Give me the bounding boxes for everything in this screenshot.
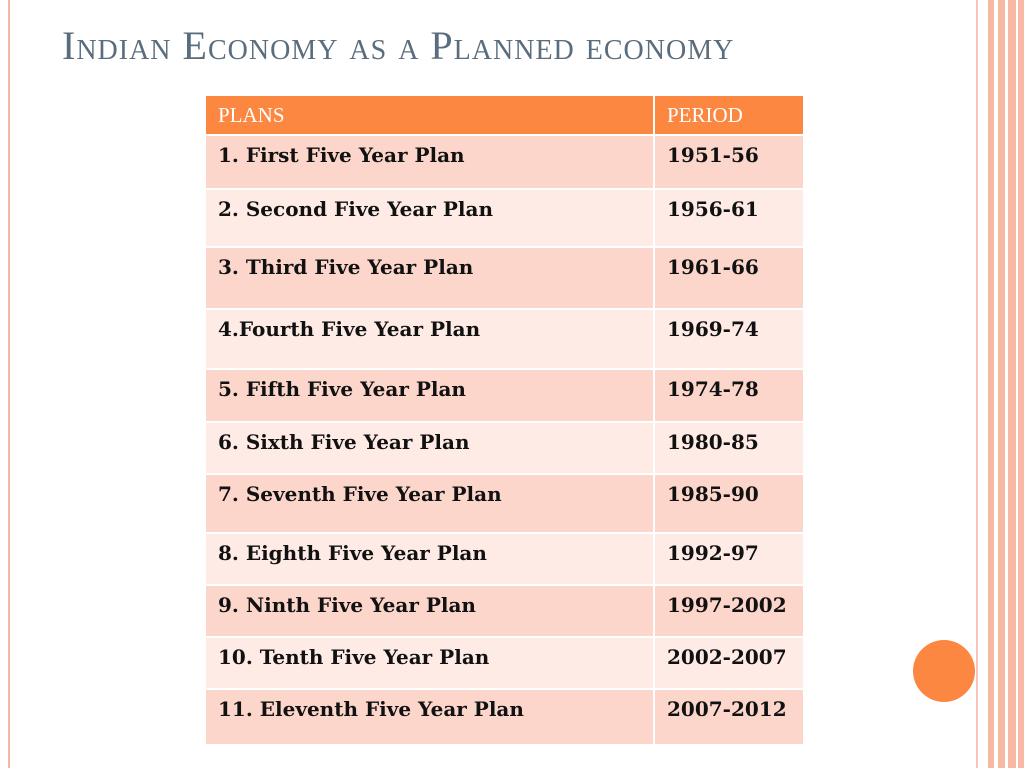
period-cell: 1969-74 xyxy=(655,310,803,368)
orange-circle-decoration xyxy=(913,640,975,702)
table-row: 7. Seventh Five Year Plan 1985-90 xyxy=(206,475,803,532)
plan-cell: 6. Sixth Five Year Plan xyxy=(206,423,653,473)
period-cell: 1951-56 xyxy=(655,136,803,188)
period-cell: 1985-90 xyxy=(655,475,803,532)
table-row: 5. Fifth Five Year Plan 1974-78 xyxy=(206,370,803,421)
plan-cell: 7. Seventh Five Year Plan xyxy=(206,475,653,532)
plan-cell: 10. Tenth Five Year Plan xyxy=(206,638,653,688)
decorative-stripe xyxy=(1008,0,1016,768)
decorative-stripe xyxy=(976,0,978,768)
table-row: 8. Eighth Five Year Plan 1992-97 xyxy=(206,534,803,584)
left-border-line xyxy=(8,0,10,768)
plan-cell: 11. Eleventh Five Year Plan xyxy=(206,690,653,744)
table-header-row: PLANS PERIOD xyxy=(206,96,803,134)
table-row: 9. Ninth Five Year Plan 1997-2002 xyxy=(206,586,803,636)
plan-cell: 4.Fourth Five Year Plan xyxy=(206,310,653,368)
period-cell: 2007-2012 xyxy=(655,690,803,744)
table-row: 10. Tenth Five Year Plan 2002-2007 xyxy=(206,638,803,688)
plan-cell: 9. Ninth Five Year Plan xyxy=(206,586,653,636)
table-row: 3. Third Five Year Plan 1961-66 xyxy=(206,248,803,308)
period-cell: 1992-97 xyxy=(655,534,803,584)
decorative-stripe xyxy=(988,0,994,768)
plan-cell: 2. Second Five Year Plan xyxy=(206,190,653,246)
period-cell: 1974-78 xyxy=(655,370,803,421)
plan-cell: 3. Third Five Year Plan xyxy=(206,248,653,308)
period-cell: 1956-61 xyxy=(655,190,803,246)
slide-title: Indian Economy as a Planned economy xyxy=(62,23,735,68)
period-cell: 1980-85 xyxy=(655,423,803,473)
period-cell: 1997-2002 xyxy=(655,586,803,636)
table-row: 1. First Five Year Plan 1951-56 xyxy=(206,136,803,188)
header-plans: PLANS xyxy=(206,96,653,134)
plan-cell: 1. First Five Year Plan xyxy=(206,136,653,188)
table-row: 11. Eleventh Five Year Plan 2007-2012 xyxy=(206,690,803,744)
plan-cell: 8. Eighth Five Year Plan xyxy=(206,534,653,584)
table-row: 2. Second Five Year Plan 1956-61 xyxy=(206,190,803,246)
decorative-stripe xyxy=(998,0,1005,768)
plans-table: PLANS PERIOD 1. First Five Year Plan 195… xyxy=(204,94,805,746)
plan-cell: 5. Fifth Five Year Plan xyxy=(206,370,653,421)
header-period: PERIOD xyxy=(655,96,803,134)
period-cell: 1961-66 xyxy=(655,248,803,308)
table-row: 4.Fourth Five Year Plan 1969-74 xyxy=(206,310,803,368)
decorative-stripe xyxy=(1018,0,1024,768)
table-row: 6. Sixth Five Year Plan 1980-85 xyxy=(206,423,803,473)
period-cell: 2002-2007 xyxy=(655,638,803,688)
